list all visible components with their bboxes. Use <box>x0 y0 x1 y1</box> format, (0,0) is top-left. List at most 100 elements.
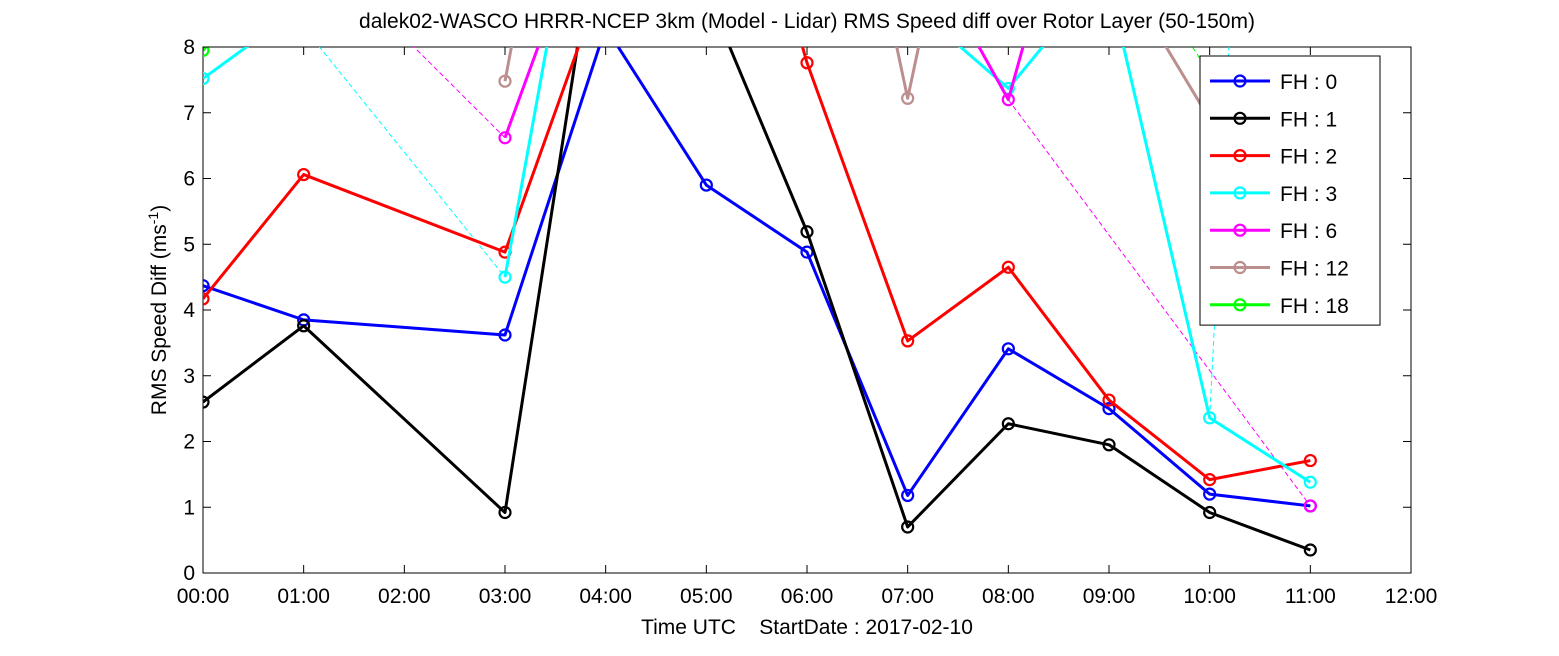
data-point <box>203 71 210 86</box>
series-1 <box>203 47 1317 557</box>
legend-entry: FH : 3 <box>1280 183 1337 206</box>
data-point <box>1203 473 1217 487</box>
data-point <box>498 131 512 145</box>
data-point <box>498 270 512 284</box>
x-tick-label: 07:00 <box>881 585 934 608</box>
data-point <box>901 91 915 105</box>
data-point <box>498 505 512 520</box>
legend-marker <box>1233 223 1247 237</box>
series-line <box>1122 47 1312 484</box>
series-6 <box>203 47 210 57</box>
y-tick-label: 2 <box>183 431 195 454</box>
data-point <box>699 178 713 192</box>
dashed-gap-line <box>318 47 506 278</box>
data-point <box>800 225 814 239</box>
y-axis-label-main: RMS Speed Diff (ms <box>148 224 171 415</box>
series-4 <box>498 47 1317 513</box>
series-line <box>503 47 540 139</box>
legend-marker <box>1233 149 1247 163</box>
data-point <box>203 47 210 57</box>
legend-marker <box>1233 74 1247 88</box>
x-tick-label: 00:00 <box>177 585 230 608</box>
y-axis-label-close: ) <box>148 205 171 212</box>
data-point <box>1001 417 1015 431</box>
series-line <box>958 47 1045 90</box>
series-line <box>895 47 921 100</box>
series-line <box>203 47 1311 508</box>
y-tick-label: 4 <box>183 299 195 322</box>
x-tick-label: 05:00 <box>680 585 733 608</box>
data-point <box>1203 487 1217 501</box>
y-tick-label: 3 <box>183 365 195 388</box>
data-point <box>901 520 915 534</box>
y-tick-label: 0 <box>183 562 195 585</box>
data-point <box>1203 411 1217 425</box>
x-tick-label: 12:00 <box>1385 585 1438 608</box>
y-tick-label: 1 <box>183 496 195 519</box>
y-axis: 0 1 2 3 4 5 6 7 8 <box>183 36 1411 585</box>
dashed-gap-line <box>413 47 506 139</box>
chart-title: dalek02-WASCO HRRR-NCEP 3km (Model - Lid… <box>359 10 1255 33</box>
data-point <box>203 279 210 293</box>
data-point <box>297 319 311 333</box>
legend: FH : 0 FH : 1 FH : 2 FH : 3 FH : 6 FH : 12 FH … <box>1199 55 1381 326</box>
data-point <box>901 488 915 503</box>
x-tick-label: 08:00 <box>982 585 1035 608</box>
y-axis-label-sup: -1 <box>145 212 161 225</box>
legend-marker <box>1233 260 1247 275</box>
legend-entry: FH : 0 <box>1280 71 1337 94</box>
y-tick-label: 7 <box>183 102 195 125</box>
data-point <box>800 56 814 70</box>
data-point <box>498 328 512 342</box>
series-line <box>800 47 1311 482</box>
data-point <box>498 74 512 88</box>
data-point <box>1102 402 1116 416</box>
series-line <box>503 47 549 278</box>
series-line <box>728 47 1311 552</box>
data-point <box>1303 499 1317 513</box>
series-3 <box>203 47 1317 489</box>
data-point <box>1102 438 1116 452</box>
y-tick-label: 6 <box>183 168 195 191</box>
dashed-gap-line <box>1007 99 1311 507</box>
x-tick-label: 01:00 <box>277 585 330 608</box>
series-line <box>503 47 513 82</box>
legend-entry: FH : 18 <box>1280 295 1349 318</box>
y-tick-label: 8 <box>183 36 195 59</box>
data-point <box>1001 342 1015 356</box>
data-point <box>1303 543 1317 557</box>
series-line <box>203 47 249 80</box>
legend-marker <box>1233 111 1247 125</box>
legend-entry: FH : 1 <box>1280 108 1337 131</box>
x-tick-label: 04:00 <box>579 585 632 608</box>
x-tick-label: 11:00 <box>1285 585 1336 608</box>
legend-entry: FH : 2 <box>1280 146 1337 169</box>
y-tick-label: 5 <box>183 233 195 256</box>
data-point <box>203 292 210 306</box>
data-point <box>1303 475 1317 489</box>
series-line <box>203 47 581 300</box>
x-axis: 00:00 01:00 02:00 03:00 04:00 05:00 06:00 07:00… <box>177 47 1438 608</box>
data-point <box>1001 260 1015 274</box>
x-tick-label: 06:00 <box>781 585 834 608</box>
x-tick-label: 10:00 <box>1183 585 1236 608</box>
data-point <box>1303 453 1317 468</box>
legend-marker <box>1233 186 1247 200</box>
x-tick-label: 03:00 <box>479 585 532 608</box>
data-point <box>901 334 915 348</box>
data-point <box>1102 393 1116 407</box>
y-axis-label: RMS Speed Diff (ms-1) <box>145 205 171 415</box>
series-lines <box>203 47 1317 557</box>
x-tick-label: 02:00 <box>378 585 431 608</box>
data-point <box>1001 92 1015 107</box>
data-point <box>203 395 210 409</box>
series-line <box>977 47 1025 102</box>
x-axis-label: Time UTC StartDate : 2017-02-10 <box>641 616 973 639</box>
series-2 <box>203 47 1317 487</box>
series-line <box>203 47 579 515</box>
dashed-gap-line <box>1191 47 1211 74</box>
legend-entry: FH : 6 <box>1280 220 1337 243</box>
x-tick-label: 09:00 <box>1083 585 1136 608</box>
legend-entry: FH : 12 <box>1280 258 1349 281</box>
